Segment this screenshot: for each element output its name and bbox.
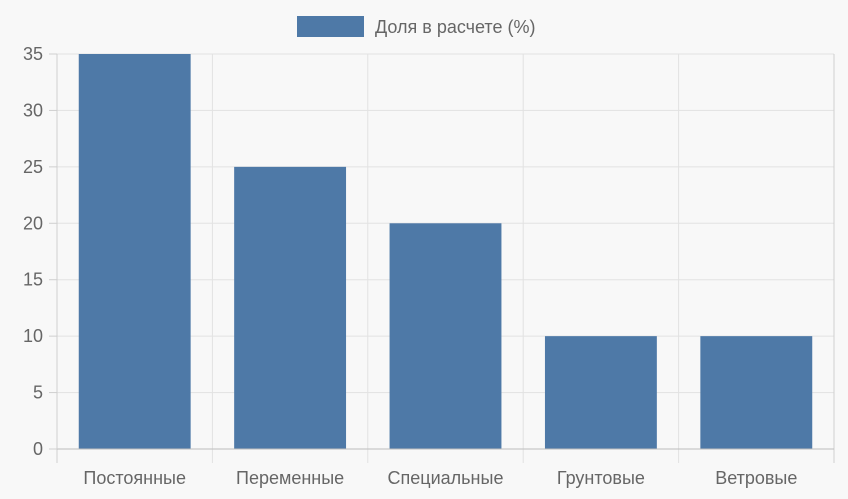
- y-tick-label: 5: [33, 383, 43, 403]
- x-tick-label: Ветровые: [715, 468, 797, 488]
- legend-swatch[interactable]: [297, 16, 364, 37]
- bar: [389, 223, 502, 449]
- y-tick-labels: 0 5 10 15 20 25 30 35: [23, 44, 43, 459]
- bar: [544, 336, 657, 449]
- bars-group: [78, 54, 813, 449]
- x-tick-label: Грунтовые: [557, 468, 645, 488]
- bar: [78, 54, 191, 449]
- y-tick-label: 20: [23, 213, 43, 233]
- x-tick-label: Специальные: [388, 468, 504, 488]
- x-tick-label: Постоянные: [83, 468, 186, 488]
- y-tick-label: 35: [23, 44, 43, 64]
- bar: [700, 336, 813, 449]
- y-tick-label: 0: [33, 439, 43, 459]
- bar: [234, 166, 347, 449]
- x-tick-labels: Постоянные Переменные Специальные Грунтовые…: [83, 468, 797, 488]
- legend-label[interactable]: Доля в расчете (%): [375, 17, 535, 37]
- y-tick-label: 25: [23, 157, 43, 177]
- y-tick-label: 30: [23, 100, 43, 120]
- y-tick-label: 15: [23, 270, 43, 290]
- axes: [49, 53, 834, 450]
- legend[interactable]: Доля в расчете (%): [297, 16, 535, 37]
- y-tick-label: 10: [23, 326, 43, 346]
- x-tick-label: Переменные: [236, 468, 344, 488]
